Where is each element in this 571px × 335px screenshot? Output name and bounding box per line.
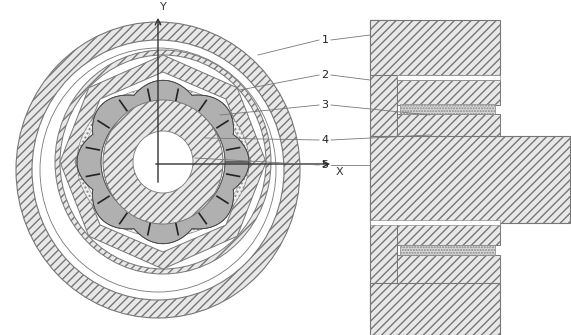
Text: Y: Y <box>160 2 167 12</box>
Ellipse shape <box>103 100 223 224</box>
Polygon shape <box>77 80 249 244</box>
Bar <box>397 114 500 136</box>
Bar <box>370 20 500 75</box>
Bar <box>400 104 495 114</box>
Bar <box>400 245 495 255</box>
Text: 2: 2 <box>321 70 328 80</box>
Text: 4: 4 <box>321 135 328 145</box>
Ellipse shape <box>77 87 249 237</box>
Bar <box>397 223 500 245</box>
Ellipse shape <box>55 50 271 274</box>
Ellipse shape <box>133 131 193 193</box>
Bar <box>397 255 500 283</box>
Text: 5: 5 <box>321 160 328 170</box>
Text: 3: 3 <box>321 100 328 110</box>
Bar <box>397 75 500 80</box>
Bar <box>397 80 500 105</box>
Polygon shape <box>60 55 266 269</box>
Bar <box>370 20 397 315</box>
Text: X: X <box>336 167 344 177</box>
Bar <box>370 283 500 335</box>
Ellipse shape <box>16 22 300 318</box>
Ellipse shape <box>40 48 276 292</box>
Polygon shape <box>75 72 251 252</box>
Ellipse shape <box>60 55 266 269</box>
Bar <box>370 136 570 223</box>
Bar <box>370 220 500 225</box>
Ellipse shape <box>32 40 284 300</box>
Ellipse shape <box>83 92 243 232</box>
Text: 1: 1 <box>321 35 328 45</box>
